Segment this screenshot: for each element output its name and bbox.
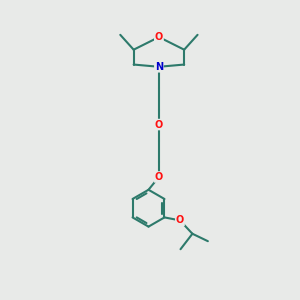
Text: N: N bbox=[155, 62, 163, 72]
Text: O: O bbox=[176, 215, 184, 225]
Text: O: O bbox=[155, 120, 163, 130]
Text: O: O bbox=[155, 172, 163, 182]
Text: O: O bbox=[155, 32, 163, 42]
